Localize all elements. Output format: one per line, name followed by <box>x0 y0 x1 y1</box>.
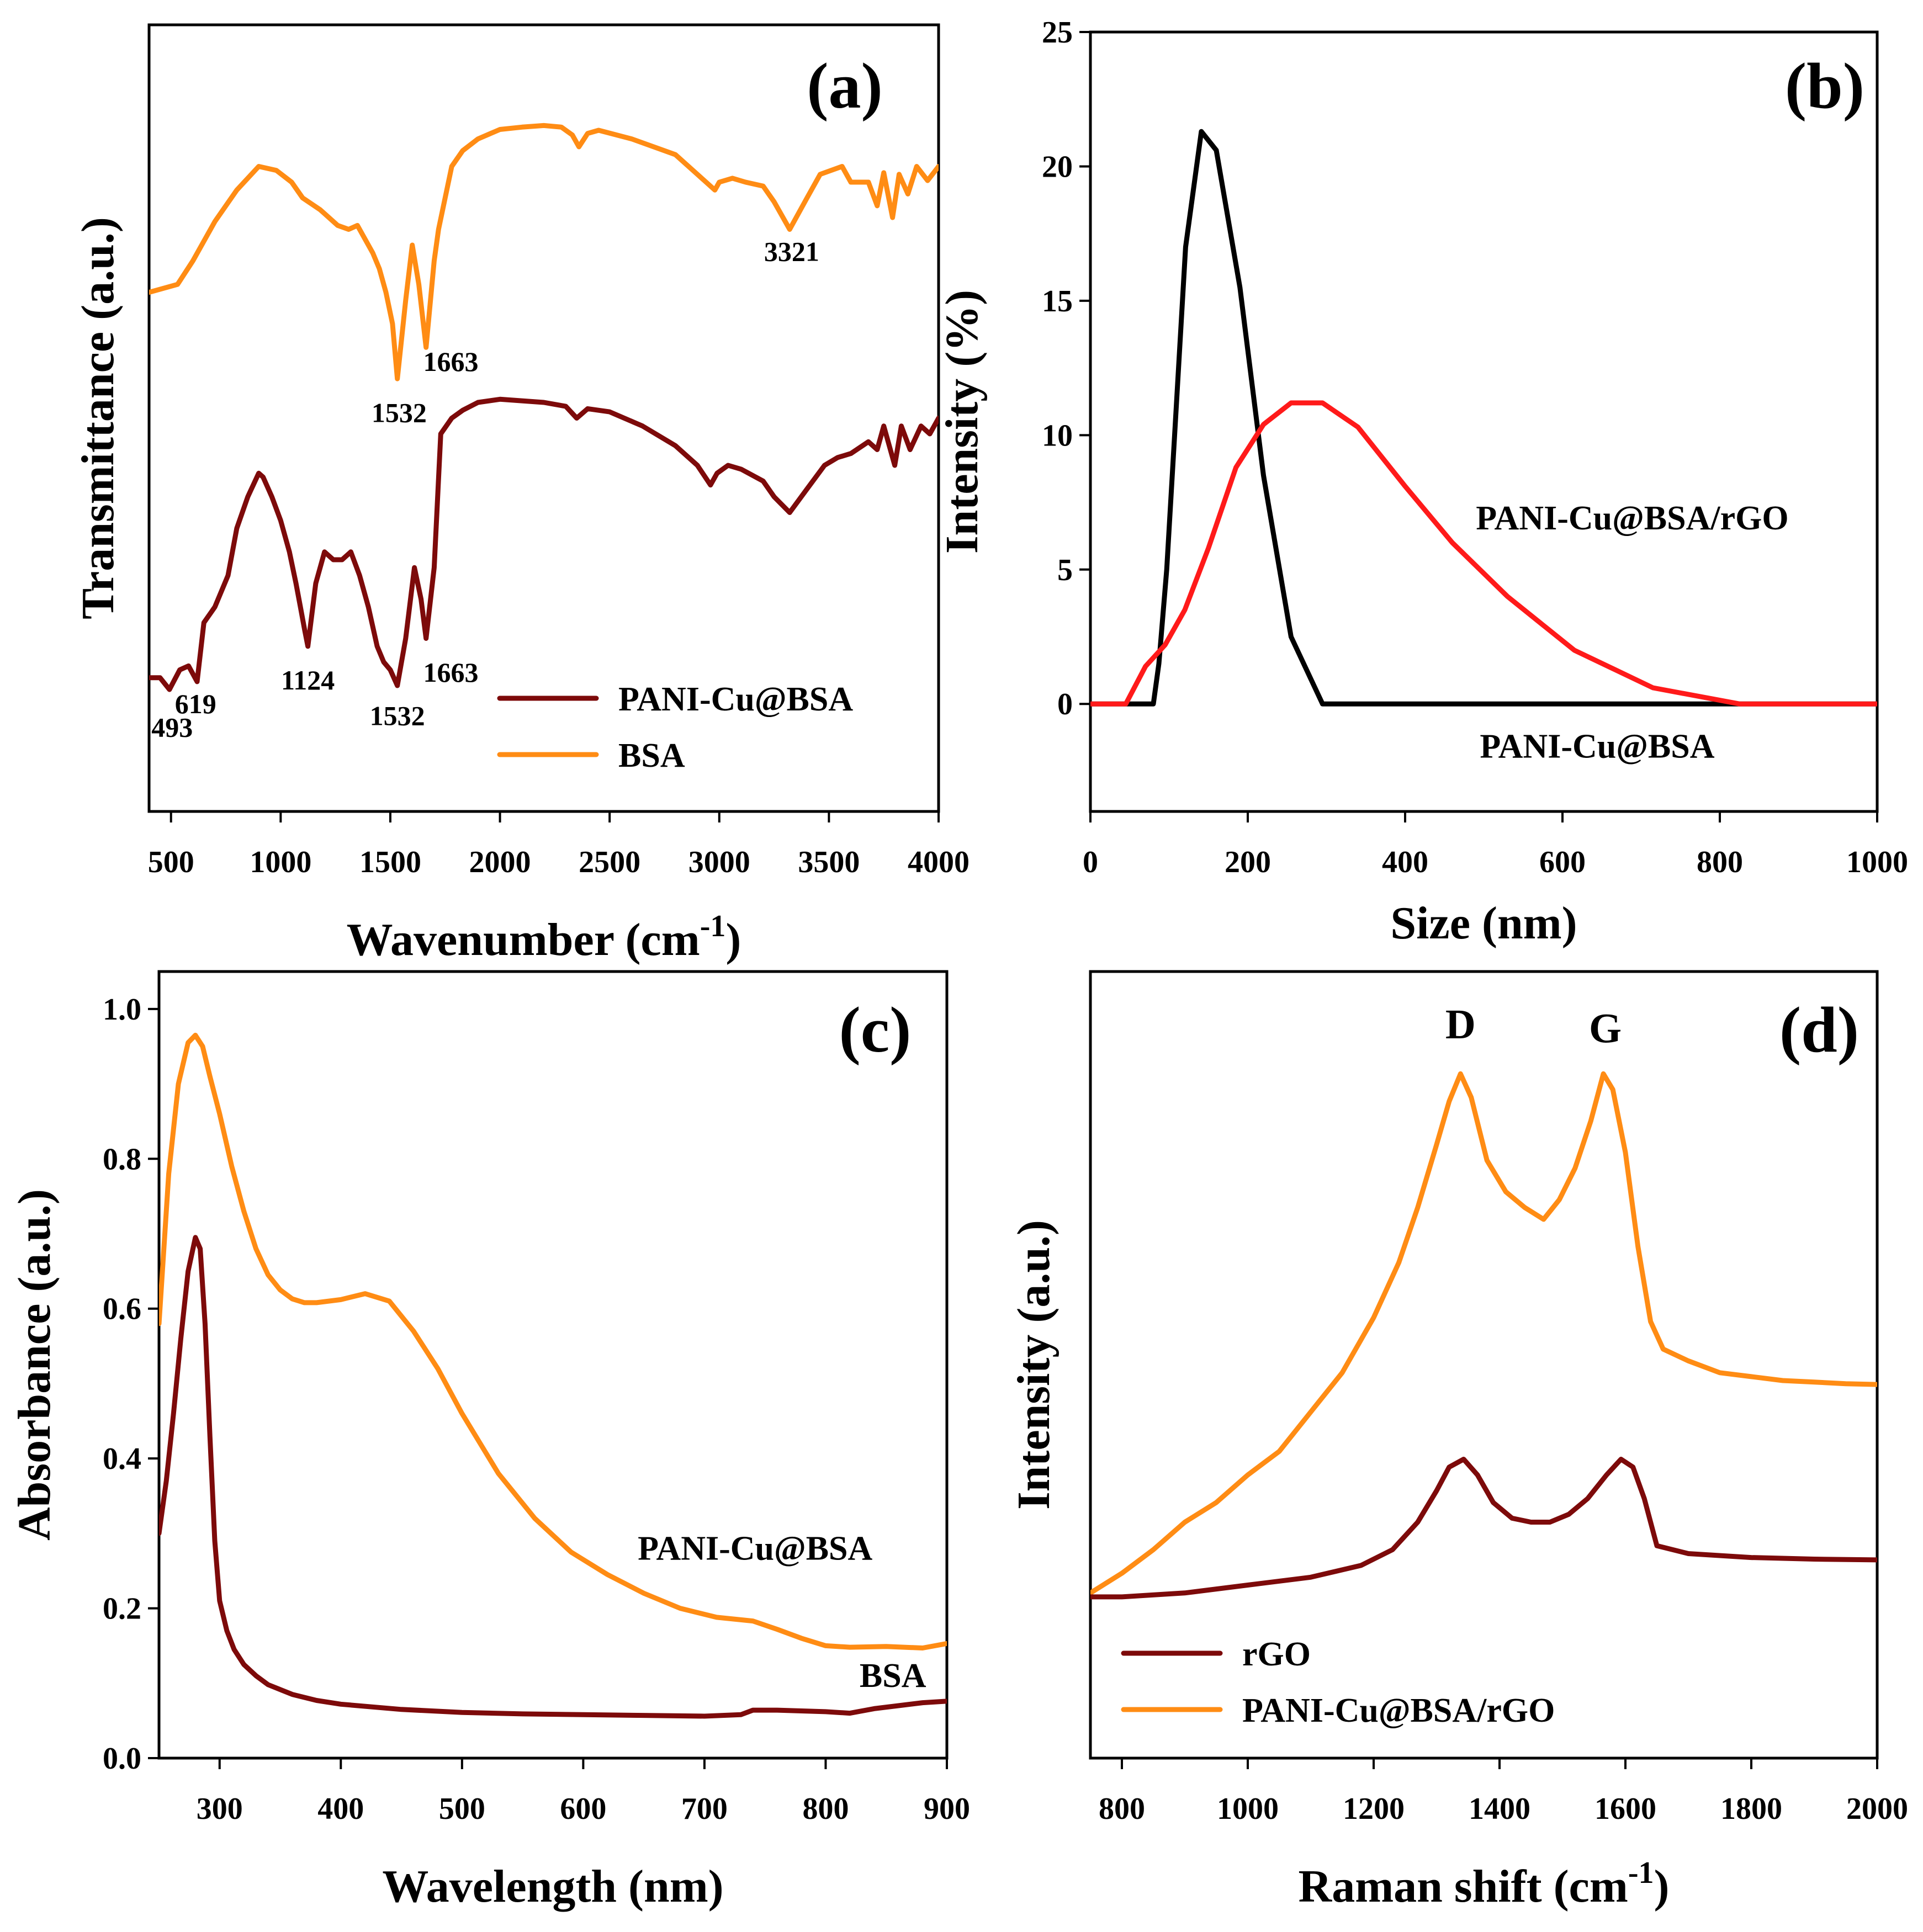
y-tick-label: 0 <box>1057 687 1073 721</box>
y-tick-label: 0.6 <box>103 1292 141 1326</box>
x-tick-label: 700 <box>681 1792 728 1826</box>
series-label: PANI-Cu@BSA <box>638 1530 872 1567</box>
x-tick-label: 3000 <box>688 845 750 879</box>
x-tick-label: 1600 <box>1594 1792 1656 1826</box>
panel-label: (c) <box>839 994 912 1066</box>
x-axis-title-superscript: -1 <box>700 909 726 943</box>
y-axis-title: Intensity (a.u.) <box>1008 1220 1059 1510</box>
y-tick-label: 0.0 <box>103 1742 141 1776</box>
x-axis-title-close: ) <box>1654 1861 1669 1912</box>
x-tick-label: 500 <box>148 845 194 879</box>
y-tick-label: 10 <box>1042 418 1073 453</box>
series-label: BSA <box>860 1657 926 1695</box>
x-axis-title-main: Size (nm) <box>1390 898 1577 949</box>
x-tick-label: 300 <box>197 1792 243 1826</box>
x-tick-label: 4000 <box>908 845 970 879</box>
peak-letter-label: G <box>1589 1005 1622 1052</box>
legend-entry-label: BSA <box>618 737 685 774</box>
x-axis-title: Raman shift (cm-1) <box>1299 1856 1670 1912</box>
y-tick-label: 0.2 <box>103 1592 141 1626</box>
y-tick-label: 20 <box>1042 150 1073 184</box>
y-tick-label: 15 <box>1042 284 1073 319</box>
x-tick-label: 200 <box>1225 845 1271 879</box>
y-tick-label: 25 <box>1042 15 1073 50</box>
x-tick-label: 400 <box>1382 845 1428 879</box>
peak-annotation: 1663 <box>423 657 479 688</box>
x-axis-title: Wavenumber (cm-1) <box>347 909 741 965</box>
x-tick-label: 500 <box>439 1792 485 1826</box>
x-tick-label: 600 <box>1539 845 1586 879</box>
panel-label: (b) <box>1785 50 1864 122</box>
y-tick-label: 0.4 <box>103 1442 141 1476</box>
peak-annotation: 619 <box>175 688 216 719</box>
series-label: PANI-Cu@BSA <box>1480 728 1714 766</box>
x-tick-label: 1200 <box>1343 1792 1405 1826</box>
x-tick-label: 400 <box>317 1792 364 1826</box>
x-tick-label: 3500 <box>798 845 860 879</box>
panel-label: (a) <box>807 50 883 122</box>
x-tick-label: 1000 <box>1846 845 1908 879</box>
panel-label: (d) <box>1779 994 1859 1066</box>
x-tick-label: 800 <box>1099 1792 1145 1826</box>
x-tick-label: 1400 <box>1469 1792 1530 1826</box>
x-tick-label: 1000 <box>250 845 311 879</box>
legend-entry-label: PANI-Cu@BSA <box>618 681 853 718</box>
x-tick-label: 800 <box>1697 845 1743 879</box>
series-label: PANI-Cu@BSA/rGO <box>1476 500 1788 537</box>
peak-annotation: 1663 <box>423 346 479 377</box>
x-tick-label: 2500 <box>579 845 640 879</box>
legend-entry-label: rGO <box>1242 1636 1311 1673</box>
x-tick-label: 600 <box>560 1792 606 1826</box>
y-tick-label: 0.8 <box>103 1142 141 1176</box>
peak-annotation: 1532 <box>372 397 427 428</box>
x-tick-label: 1800 <box>1720 1792 1782 1826</box>
peak-annotation: 3321 <box>764 236 819 267</box>
peak-letter-label: D <box>1445 1001 1476 1048</box>
figure: 500 1000 1500 2000 2500 3000 3500 4000Wavenumbe… <box>0 0 1923 1932</box>
x-tick-label: 0 <box>1083 845 1098 879</box>
y-axis-title: Absorbance (a.u.) <box>9 1189 60 1541</box>
x-axis-title-superscript: -1 <box>1628 1856 1654 1890</box>
x-axis-title-main: Wavenumber (cm <box>347 914 700 965</box>
x-tick-label: 2000 <box>469 845 531 879</box>
x-tick-label: 1500 <box>359 845 421 879</box>
y-axis-title: Transmittance (a.u.) <box>72 217 124 619</box>
peak-annotation: 1124 <box>281 665 335 696</box>
x-tick-label: 900 <box>924 1792 970 1826</box>
y-axis-title: Intensity (%) <box>936 290 988 554</box>
y-tick-label: 5 <box>1057 553 1073 587</box>
x-axis-title-main: Wavelength (nm) <box>382 1861 723 1912</box>
x-tick-label: 2000 <box>1846 1792 1908 1826</box>
x-axis-title: Wavelength (nm) <box>382 1861 723 1912</box>
legend-entry-label: PANI-Cu@BSA/rGO <box>1242 1692 1555 1729</box>
x-tick-label: 800 <box>802 1792 849 1826</box>
x-axis-title-main: Raman shift (cm <box>1299 1861 1628 1912</box>
peak-annotation: 1532 <box>370 700 425 731</box>
x-tick-label: 1000 <box>1217 1792 1279 1826</box>
x-axis-title: Size (nm) <box>1390 898 1577 949</box>
y-tick-label: 1.0 <box>103 992 141 1027</box>
x-axis-title-close: ) <box>725 914 741 965</box>
